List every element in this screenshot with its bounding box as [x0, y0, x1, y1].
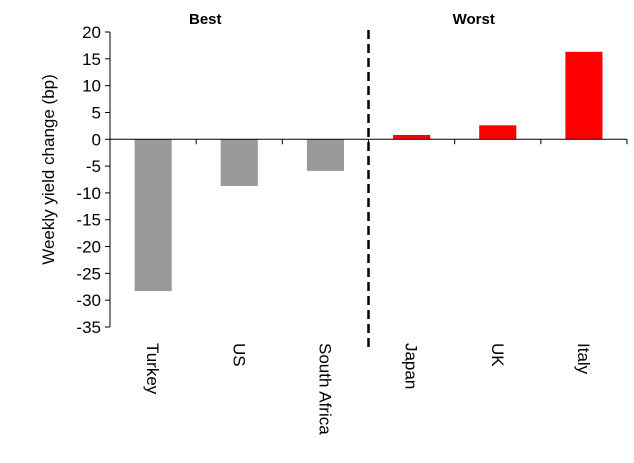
bar-us — [220, 139, 258, 186]
axes — [109, 32, 628, 327]
x-category-label: Japan — [402, 343, 421, 389]
y-tick-label: -35 — [76, 318, 101, 337]
x-category-labels: Turkey US South Africa Japan UK Italy — [143, 343, 593, 435]
y-tick-label: 10 — [82, 77, 101, 96]
y-tick-label: -30 — [76, 291, 101, 310]
section-label-worst: Worst — [453, 11, 495, 28]
y-tick-label: 5 — [92, 103, 101, 122]
bar-turkey — [134, 139, 172, 292]
bar-japan — [393, 135, 431, 140]
y-tick-labels: 20 15 10 5 0 -5 -10 -15 -20 -25 -30 -35 — [76, 23, 110, 337]
bar-south-africa — [306, 139, 344, 171]
y-tick-label: -10 — [76, 184, 101, 203]
y-tick-label: -15 — [76, 211, 101, 230]
y-tick-label: 20 — [82, 23, 101, 42]
bar-uk — [479, 125, 517, 140]
section-label-best: Best — [189, 11, 222, 28]
y-tick-label: 15 — [82, 50, 101, 69]
x-category-label: Italy — [574, 343, 593, 375]
bars — [134, 51, 603, 292]
x-category-label: South Africa — [315, 343, 334, 435]
y-tick-label: 0 — [92, 130, 101, 149]
y-tick-label: -25 — [76, 264, 101, 283]
x-category-label: UK — [488, 343, 507, 367]
x-category-label: US — [229, 343, 248, 367]
section-headers: Best Worst — [189, 11, 495, 28]
y-axis-title: Weekly yield change (bp) — [39, 74, 58, 265]
y-tick-label: -20 — [76, 238, 101, 257]
x-category-label: Turkey — [143, 343, 162, 395]
bar-italy — [565, 51, 603, 140]
y-tick-label: -5 — [86, 157, 101, 176]
